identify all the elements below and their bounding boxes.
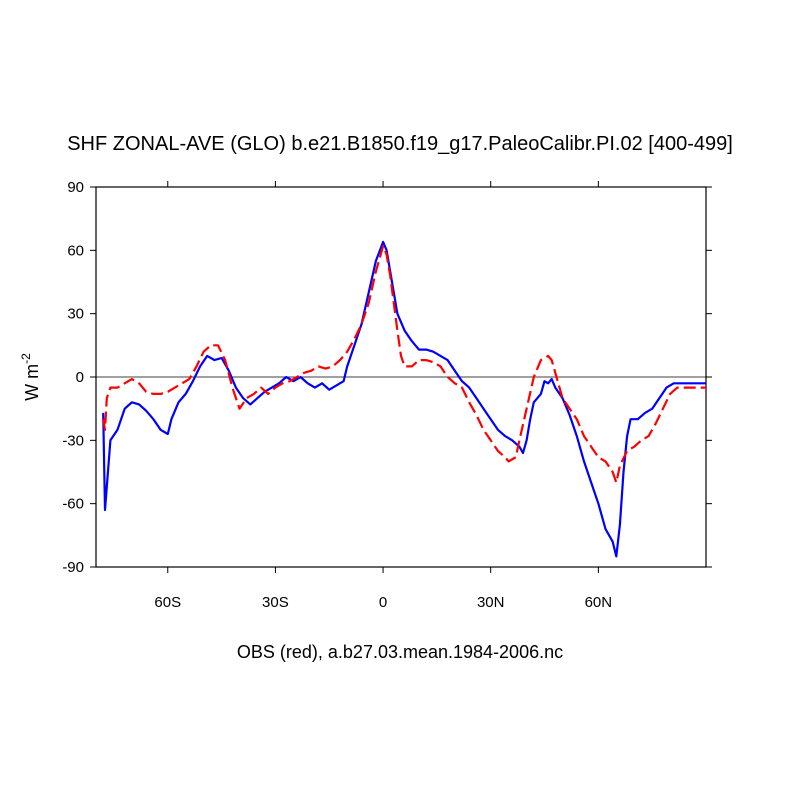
y-tick-label: -30	[62, 432, 84, 449]
x-axis-label: OBS (red), a.b27.03.mean.1984-2006.nc	[237, 642, 563, 662]
x-tick-label: 60S	[154, 594, 181, 611]
y-tick-label: -60	[62, 496, 84, 513]
x-tick-label: 0	[379, 594, 387, 611]
y-axis-label-sup: -2	[19, 353, 33, 364]
x-tick-label: 60N	[585, 594, 613, 611]
y-tick-label: 90	[67, 179, 84, 196]
y-tick-label: -90	[62, 559, 84, 576]
x-tick-label: 30S	[262, 594, 289, 611]
y-tick-label: 0	[76, 369, 84, 386]
y-tick-label: 30	[67, 306, 84, 323]
data-line	[102, 240, 706, 558]
y-axis-label-main: W m	[22, 364, 42, 401]
chart-title: SHF ZONAL-AVE (GLO) b.e21.B1850.f19_g17.…	[67, 133, 733, 155]
y-tick-label: 60	[67, 242, 84, 259]
x-tick-label: 30N	[477, 594, 505, 611]
data-line	[102, 245, 706, 484]
y-axis-label: W m-2	[19, 353, 42, 401]
